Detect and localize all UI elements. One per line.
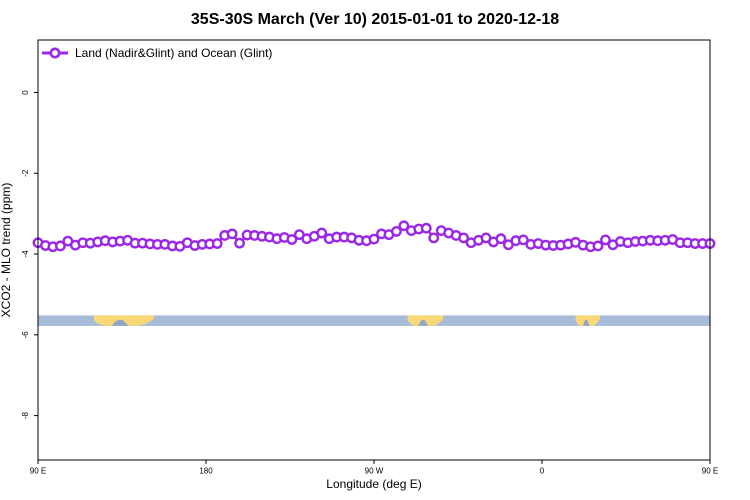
x-tick-label-4: 90 E xyxy=(702,467,718,476)
data-point-34 xyxy=(286,234,298,245)
x-axis-ticks: 90 E 180 90 W 0 90 E xyxy=(30,460,718,476)
data-point-75 xyxy=(592,240,604,252)
data-point-26 xyxy=(226,228,238,240)
data-point-49 xyxy=(398,220,410,232)
x-tick-label-2: 90 W xyxy=(365,467,384,476)
data-point-57 xyxy=(458,232,469,244)
legend-label: Land (Nadir&Glint) and Ocean (Glint) xyxy=(75,46,272,60)
data-point-52 xyxy=(420,222,432,234)
data-point-27 xyxy=(234,237,246,249)
data-point-62 xyxy=(495,233,507,245)
y-tick-label-1: -2 xyxy=(21,169,30,177)
legend: Land (Nadir&Glint) and Ocean (Glint) xyxy=(42,46,272,60)
x-tick-label-1: 180 xyxy=(199,467,213,476)
y-tick-label-2: -4 xyxy=(21,250,30,258)
land-shading-2 xyxy=(582,319,590,326)
surface-strip xyxy=(38,315,710,326)
x-axis-label: Longitude (deg E) xyxy=(326,477,421,491)
series-layer xyxy=(32,220,716,253)
data-point-53 xyxy=(428,232,440,244)
chart-title: 35S-30S March (Ver 10) 2015-01-01 to 202… xyxy=(191,11,559,28)
y-tick-label-0: 0 xyxy=(21,90,30,95)
data-point-76 xyxy=(600,234,611,246)
x-tick-label-3: 0 xyxy=(540,467,545,476)
data-point-38 xyxy=(316,227,328,239)
data-point-45 xyxy=(368,233,380,245)
land-shading-1 xyxy=(418,319,429,326)
data-point-24 xyxy=(211,238,223,249)
land-segment-1 xyxy=(407,315,444,326)
data-point-3 xyxy=(55,240,66,252)
data-point-48 xyxy=(390,226,402,237)
y-axis-ticks: 0 -2 -4 -6 -8 xyxy=(21,90,38,419)
ocean-band xyxy=(38,315,710,326)
y-axis-label: XCO2 - MLO trend (ppm) xyxy=(0,183,13,318)
data-point-65 xyxy=(517,234,529,246)
legend-marker xyxy=(49,47,61,59)
x-tick-label-0: 90 E xyxy=(30,467,46,476)
y-tick-label-4: -8 xyxy=(21,411,30,419)
y-tick-label-3: -6 xyxy=(21,331,30,339)
land-segment-0 xyxy=(94,315,154,326)
land-shading-0 xyxy=(111,319,129,326)
land-segment-2 xyxy=(575,315,600,326)
plot-frame xyxy=(37,39,711,461)
